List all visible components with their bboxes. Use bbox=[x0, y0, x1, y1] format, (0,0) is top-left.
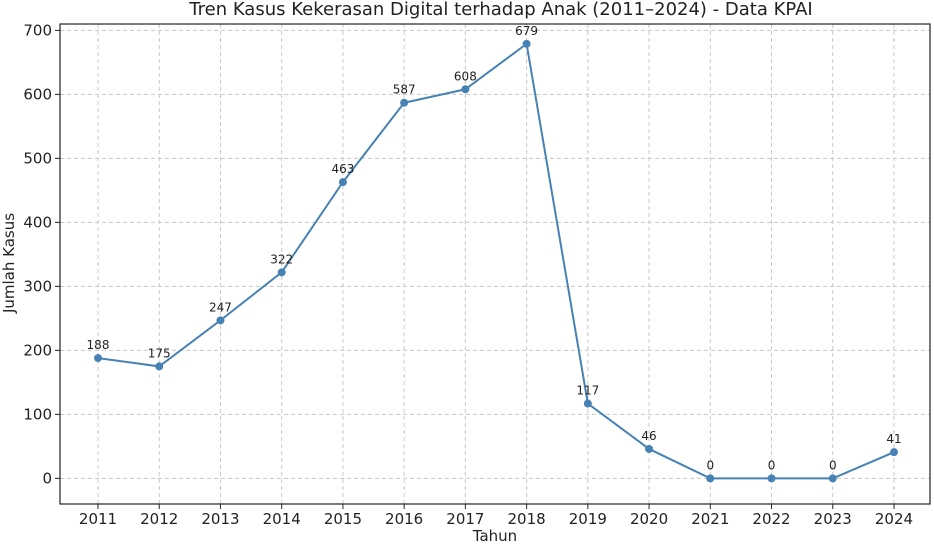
x-tick-label: 2019 bbox=[569, 510, 607, 528]
data-label: 46 bbox=[641, 429, 656, 443]
series-layer bbox=[94, 39, 898, 483]
data-label: 0 bbox=[829, 458, 837, 472]
y-tick-label: 400 bbox=[23, 213, 52, 231]
x-tick-label: 2023 bbox=[814, 510, 852, 528]
data-point bbox=[828, 474, 837, 483]
plot-frame bbox=[59, 23, 931, 505]
x-tick-label: 2015 bbox=[324, 510, 362, 528]
x-axis-label: Tahun bbox=[472, 527, 517, 544]
x-tick-label: 2017 bbox=[446, 510, 484, 528]
series-line bbox=[97, 42, 895, 480]
y-tick-label: 700 bbox=[23, 21, 52, 39]
data-label: 463 bbox=[331, 162, 354, 176]
data-point bbox=[338, 178, 347, 187]
data-point bbox=[522, 39, 531, 48]
data-label: 117 bbox=[576, 384, 599, 398]
data-point bbox=[706, 474, 715, 483]
data-label: 679 bbox=[515, 24, 538, 38]
y-tick-label: 500 bbox=[23, 149, 52, 167]
x-tick-label: 2018 bbox=[508, 510, 546, 528]
grid-layer bbox=[60, 24, 930, 504]
data-point bbox=[216, 316, 225, 325]
y-tick-label: 100 bbox=[23, 405, 52, 423]
data-label: 322 bbox=[270, 252, 293, 266]
data-label: 41 bbox=[886, 432, 901, 446]
data-point bbox=[94, 354, 102, 363]
x-tick-label: 2021 bbox=[691, 510, 729, 528]
data-point bbox=[645, 444, 654, 453]
x-tick-label: 2013 bbox=[201, 510, 239, 528]
data-point bbox=[155, 362, 164, 371]
data-point bbox=[583, 399, 592, 408]
y-tick-label: 0 bbox=[42, 469, 52, 487]
data-point bbox=[767, 474, 776, 483]
data-label: 608 bbox=[454, 69, 477, 83]
data-labels-layer: 188 175 247 322 463 587 608 679 117 46 0 0 0 41 bbox=[87, 24, 902, 473]
x-tick-label: 2011 bbox=[79, 510, 117, 528]
x-tick-label: 2020 bbox=[630, 510, 668, 528]
data-label: 188 bbox=[87, 338, 110, 352]
data-label: 175 bbox=[148, 346, 171, 360]
data-label: 587 bbox=[393, 83, 416, 97]
data-label: 0 bbox=[768, 458, 776, 472]
y-axis-label: Jumlah Kasus bbox=[0, 213, 18, 314]
axes-layer: 0 100 200 300 400 500 600 700 2011 2012 2013 2014 20… bbox=[23, 21, 931, 528]
data-point bbox=[889, 448, 898, 457]
x-tick-label: 2012 bbox=[140, 510, 178, 528]
x-tick-label: 2014 bbox=[263, 510, 301, 528]
y-tick-label: 600 bbox=[23, 85, 52, 103]
y-tick-label: 200 bbox=[23, 341, 52, 359]
x-tick-label: 2022 bbox=[752, 510, 790, 528]
chart-title: Tren Kasus Kekerasan Digital terhadap An… bbox=[188, 0, 812, 20]
data-point bbox=[277, 268, 286, 277]
data-label: 247 bbox=[209, 300, 232, 314]
x-tick-label: 2016 bbox=[385, 510, 423, 528]
data-point bbox=[461, 85, 470, 94]
y-tick-label: 300 bbox=[23, 277, 52, 295]
x-tick-label: 2024 bbox=[875, 510, 913, 528]
data-point bbox=[400, 98, 409, 107]
data-label: 0 bbox=[706, 458, 714, 472]
